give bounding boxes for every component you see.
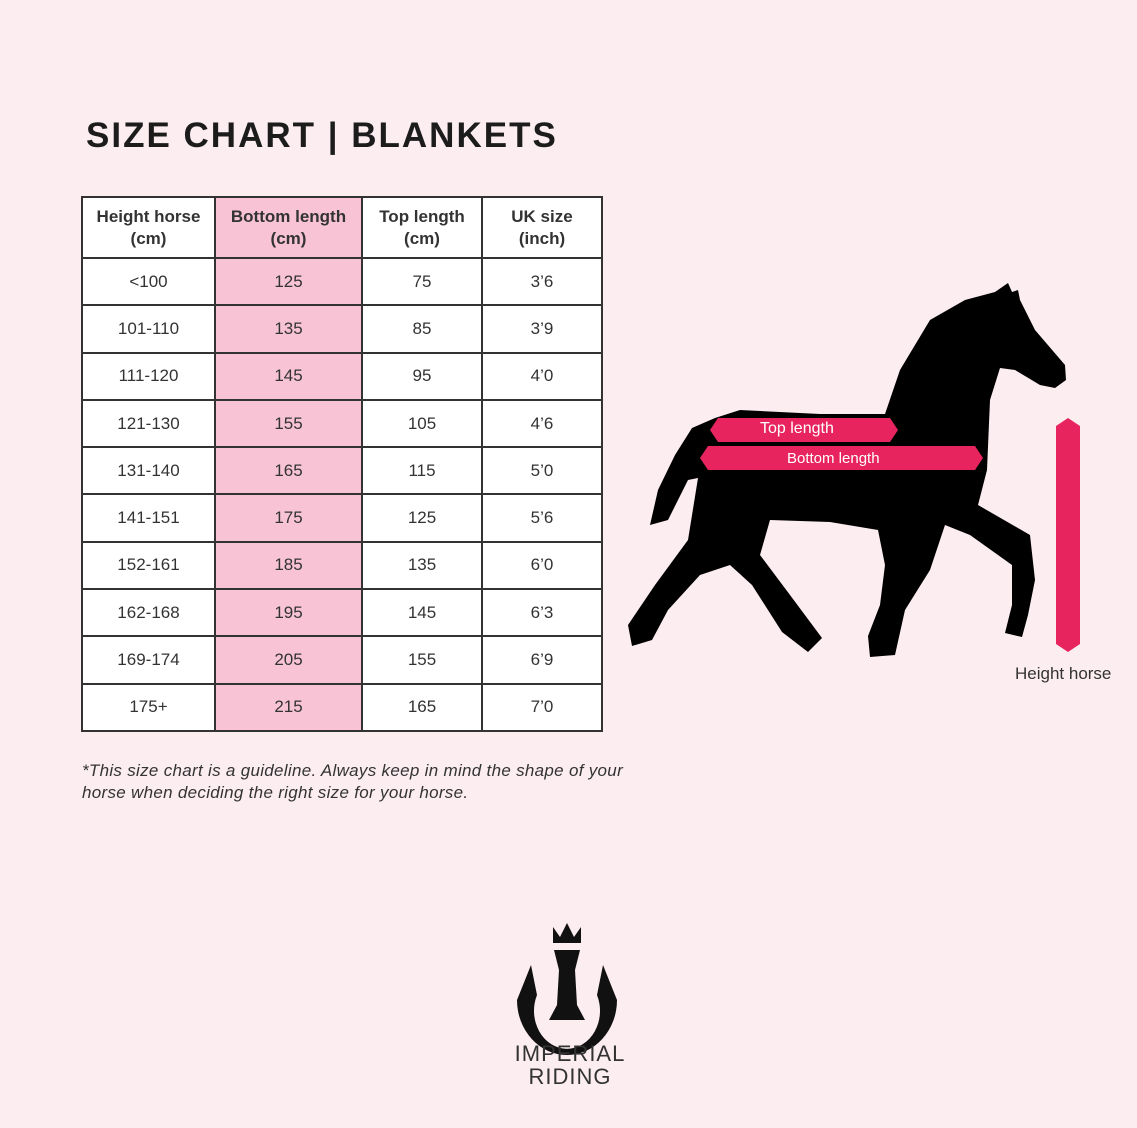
table-cell: 6’9 — [481, 635, 603, 685]
table-cell: 125 — [361, 493, 483, 543]
size-table: Height horse (cm) Bottom length (cm) Top len… — [81, 196, 603, 732]
table-cell: 5’6 — [481, 493, 603, 543]
table-cell: 85 — [361, 304, 483, 354]
table-cell: 135 — [361, 540, 483, 591]
table-cell: 155 — [361, 635, 483, 685]
table-cell: 95 — [361, 351, 483, 401]
brand-logo — [517, 923, 617, 1055]
column-header: Height horse (cm) — [81, 196, 216, 259]
header-text: (cm) — [404, 228, 440, 248]
table-cell: 162-168 — [81, 588, 216, 638]
top-length-arrow — [710, 418, 898, 442]
guideline-note: *This size chart is a guideline. Always … — [82, 761, 624, 802]
table-cell: 131-140 — [81, 446, 216, 496]
table-row: 162-168 195 145 6’3 — [81, 588, 603, 638]
column-header: Top length (cm) — [361, 196, 483, 259]
table-cell: 6’3 — [481, 588, 603, 638]
table-cell: 111-120 — [81, 351, 216, 401]
table-row: 169-174 205 155 6’9 — [81, 635, 603, 685]
header-text: Top length — [379, 206, 465, 226]
bottom-length-label: Bottom length — [787, 450, 880, 467]
table-cell: 3’6 — [481, 256, 603, 307]
table-cell: 205 — [214, 635, 363, 685]
table-cell: <100 — [81, 256, 216, 307]
header-text: Height horse — [96, 206, 201, 226]
top-length-label: Top length — [760, 420, 834, 437]
table-row: 152-161 185 135 6’0 — [81, 540, 603, 591]
brand-name: IMPERIAL RIDING — [470, 1042, 670, 1088]
brand-line1: IMPERIAL — [514, 1041, 626, 1066]
table-cell: 155 — [214, 398, 363, 449]
table-cell: 145 — [361, 588, 483, 638]
table-cell: 4’6 — [481, 398, 603, 449]
header-text: (cm) — [130, 228, 167, 248]
table-cell: 141-151 — [81, 493, 216, 543]
header-text: Bottom length — [230, 206, 347, 226]
table-cell: 115 — [361, 446, 483, 496]
table-cell: 75 — [361, 256, 483, 307]
header-text: (inch) — [518, 228, 566, 248]
height-horse-label: Height horse — [1015, 664, 1112, 683]
table-cell: 152-161 — [81, 540, 216, 591]
table-row: 131-140 165 115 5’0 — [81, 446, 603, 496]
column-header: UK size (inch) — [481, 196, 603, 259]
table-cell: 169-174 — [81, 635, 216, 685]
height-arrow — [1056, 418, 1080, 652]
page-title: SIZE CHART | BLANKETS — [86, 116, 558, 155]
table-cell: 165 — [361, 682, 483, 732]
table-cell: 135 — [214, 304, 363, 354]
table-cell: 121-130 — [81, 398, 216, 449]
bottom-length-arrow — [700, 446, 983, 470]
table-cell: 105 — [361, 398, 483, 449]
table-cell: 5’0 — [481, 446, 603, 496]
table-cell: 185 — [214, 540, 363, 591]
table-cell: 125 — [214, 256, 363, 307]
table-row: <100 125 75 3’6 — [81, 256, 603, 307]
header-text: UK size — [511, 206, 573, 226]
table-row: 111-120 145 95 4’0 — [81, 351, 603, 401]
table-cell: 215 — [214, 682, 363, 732]
table-cell: 6’0 — [481, 540, 603, 591]
brand-line2: RIDING — [528, 1064, 612, 1089]
table-cell: 175+ — [81, 682, 216, 732]
header-text: (cm) — [270, 228, 307, 248]
table-cell: 195 — [214, 588, 363, 638]
table-cell: 165 — [214, 446, 363, 496]
table-row: 141-151 175 125 5’6 — [81, 493, 603, 543]
table-cell: 4’0 — [481, 351, 603, 401]
table-cell: 101-110 — [81, 304, 216, 354]
table-row: 175+ 215 165 7’0 — [81, 682, 603, 732]
table-cell: 3’9 — [481, 304, 603, 354]
table-row: 121-130 155 105 4’6 — [81, 398, 603, 449]
column-header: Bottom length (cm) — [214, 196, 363, 259]
table-row: 101-110 135 85 3’9 — [81, 304, 603, 354]
table-cell: 7’0 — [481, 682, 603, 732]
table-cell: 145 — [214, 351, 363, 401]
table-cell: 175 — [214, 493, 363, 543]
